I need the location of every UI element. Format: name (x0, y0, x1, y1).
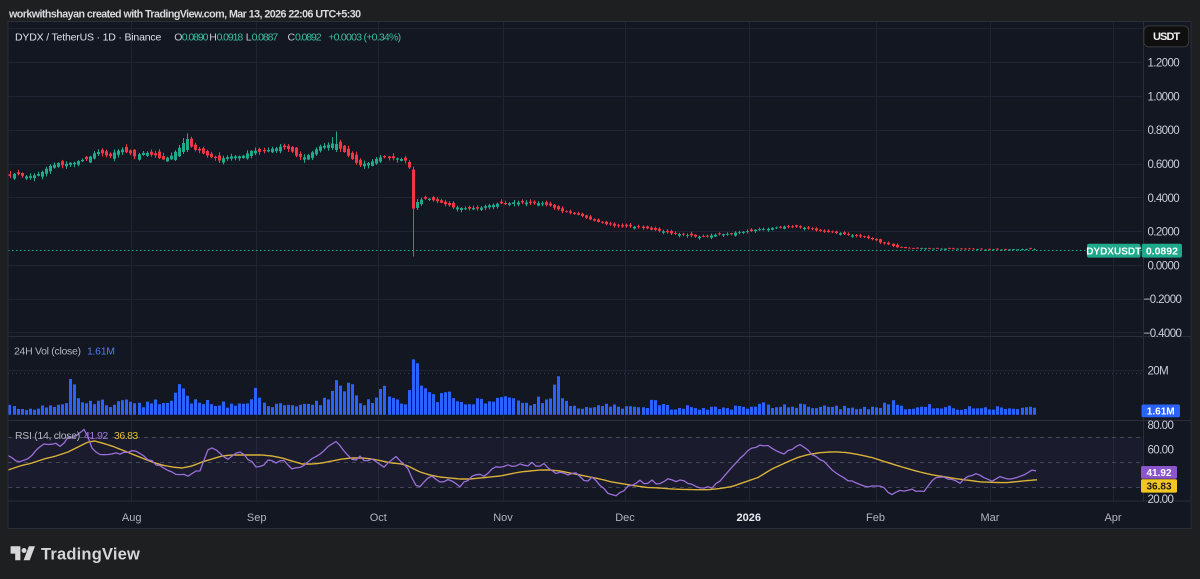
svg-text:L: L (246, 31, 252, 43)
svg-text:24H Vol (close): 24H Vol (close) (14, 345, 81, 357)
svg-text:0.8000: 0.8000 (1148, 125, 1180, 137)
svg-text:TradingView: TradingView (41, 546, 140, 564)
svg-text:0.0887: 0.0887 (252, 31, 279, 43)
svg-text:1.2000: 1.2000 (1148, 58, 1180, 70)
svg-text:H: H (209, 31, 217, 43)
svg-text:Dec: Dec (615, 512, 635, 524)
svg-text:20M: 20M (1148, 366, 1169, 378)
svg-text:workwithshayan created with Tr: workwithshayan created with TradingView.… (8, 9, 361, 21)
svg-text:Oct: Oct (370, 512, 387, 524)
svg-text:36.83: 36.83 (114, 430, 138, 442)
svg-text:Aug: Aug (122, 512, 142, 524)
svg-text:Nov: Nov (493, 512, 513, 524)
svg-text:0.2000: 0.2000 (1148, 227, 1180, 239)
svg-text:O: O (174, 31, 182, 43)
svg-text:0.4000: 0.4000 (1148, 193, 1180, 205)
svg-text:0.0918: 0.0918 (217, 31, 244, 43)
svg-text:Mar: Mar (981, 512, 1000, 524)
svg-text:0.0890: 0.0890 (182, 31, 209, 43)
svg-text:0.0892: 0.0892 (295, 31, 322, 43)
svg-text:Feb: Feb (866, 512, 885, 524)
svg-text:+0.0003 (+0.34%): +0.0003 (+0.34%) (328, 31, 400, 43)
svg-text:1.61M: 1.61M (87, 345, 115, 357)
svg-text:41.92: 41.92 (84, 430, 108, 442)
svg-text:RSI (14, close): RSI (14, close) (15, 430, 80, 442)
svg-text:0.0000: 0.0000 (1148, 260, 1180, 272)
svg-text:41.92: 41.92 (1146, 468, 1171, 479)
svg-text:DYDX / TetherUS · 1D · Binance: DYDX / TetherUS · 1D · Binance (15, 31, 161, 43)
svg-text:20.00: 20.00 (1148, 494, 1174, 506)
svg-text:−0.2000: −0.2000 (1144, 294, 1182, 306)
svg-text:Sep: Sep (247, 512, 267, 524)
svg-text:1.0000: 1.0000 (1148, 91, 1180, 103)
svg-text:DYDXUSDT: DYDXUSDT (1086, 246, 1141, 257)
svg-text:0.0892: 0.0892 (1146, 246, 1178, 258)
svg-text:C: C (288, 31, 296, 43)
svg-text:Apr: Apr (1104, 512, 1121, 524)
svg-text:0.6000: 0.6000 (1148, 159, 1180, 171)
svg-text:1.61M: 1.61M (1147, 406, 1175, 417)
svg-text:USDT: USDT (1153, 31, 1181, 43)
svg-text:60.00: 60.00 (1148, 445, 1174, 457)
svg-text:80.00: 80.00 (1148, 420, 1174, 432)
svg-text:−0.4000: −0.4000 (1144, 328, 1182, 340)
svg-text:36.83: 36.83 (1146, 481, 1171, 492)
svg-text:2026: 2026 (737, 512, 761, 524)
